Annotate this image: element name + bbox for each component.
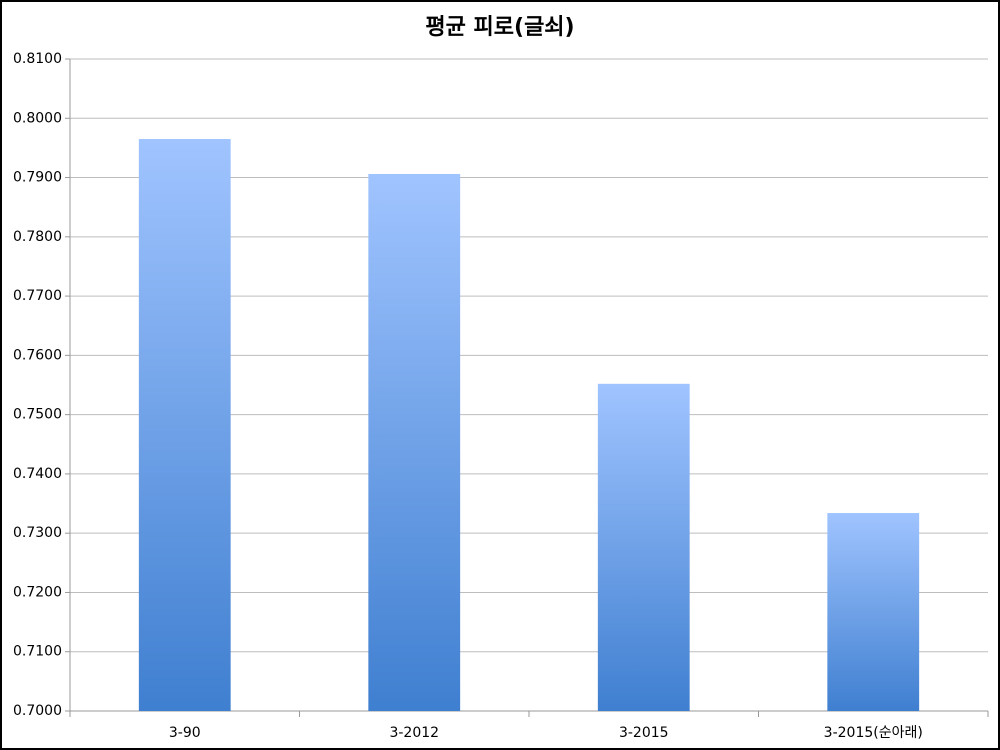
chart-title: 평균 피로(글쇠) xyxy=(425,15,574,40)
bar xyxy=(368,173,461,712)
y-tick-label: 0.7100 xyxy=(13,644,62,660)
x-tick-label: 3-2012 xyxy=(389,725,439,741)
y-tick-label: 0.7900 xyxy=(13,170,62,186)
x-tick-label: 3-2015 xyxy=(619,725,669,741)
y-tick-label: 0.7600 xyxy=(13,347,62,363)
x-tick-label: 3-90 xyxy=(169,725,201,741)
y-tick-label: 0.8100 xyxy=(13,51,62,67)
y-tick-label: 0.7700 xyxy=(13,288,62,304)
x-tick-label: 3-2015(순아래) xyxy=(824,725,923,741)
y-tick-label: 0.7500 xyxy=(13,407,62,423)
y-tick-label: 0.7400 xyxy=(13,466,62,482)
bar xyxy=(138,139,231,711)
bar xyxy=(597,383,690,711)
y-tick-label: 0.7200 xyxy=(13,584,62,600)
bar xyxy=(827,513,920,711)
y-tick-label: 0.7300 xyxy=(13,525,62,541)
y-tick-label: 0.7000 xyxy=(13,703,62,719)
y-tick-label: 0.8000 xyxy=(13,110,62,126)
y-tick-label: 0.7800 xyxy=(13,229,62,245)
